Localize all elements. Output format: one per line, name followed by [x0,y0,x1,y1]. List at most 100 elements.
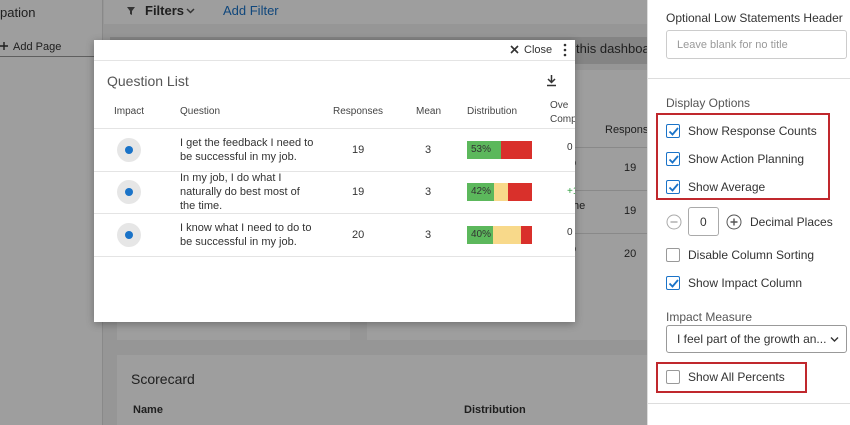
comparison: +1 [567,186,575,197]
decrement[interactable] [666,214,682,230]
toolbar [104,0,647,24]
check-mark [668,279,679,288]
decimal-input[interactable]: 0 [688,207,719,236]
divider [648,403,850,404]
check-mark [668,127,679,136]
question: I know what I need to do to be successfu… [180,222,312,248]
section-label: Display Options [666,96,751,110]
distribution-segment [507,183,532,201]
row-line [94,213,575,214]
checkbox-label[interactable]: Show Impact Column [688,276,803,290]
modal: Close Question List Impact Question Response… [94,40,575,322]
decimal-label: Decimal Places [750,215,833,229]
distribution-label: 40% [471,229,492,240]
comparison: 0 [567,142,573,153]
row-line [560,147,647,148]
mean: 3 [425,229,432,241]
responses: 19 [352,186,365,198]
add-filter[interactable]: Add Filter [223,3,279,18]
checkbox[interactable] [666,248,680,262]
distribution-label: 53% [471,144,492,155]
responses: 19 [352,144,365,156]
impact-icon [117,223,141,247]
settings-panel: Optional Low Statements Header Leave blan… [647,0,850,425]
filters[interactable]: Filters [145,3,185,18]
mean: 3 [425,144,432,156]
checkbox-label[interactable]: Show Action Planning [688,152,805,166]
checkbox-label[interactable]: Show All Percents [688,370,785,384]
header-input[interactable]: Leave blank for no title [666,30,847,59]
scorecard-column: Name [133,404,163,416]
distribution-segment: 53% [467,141,502,159]
comparison: 0 [567,227,573,238]
checkbox-label[interactable]: Show Response Counts [688,124,817,138]
distribution-segment [501,141,532,159]
modal-title: Question List [107,73,189,89]
column-header: Question [180,106,221,117]
checkbox-label[interactable]: Show Average [688,180,766,194]
highlight [656,113,830,200]
close-icon[interactable] [510,45,519,54]
selected-value: I feel part of the growth an... [677,332,827,346]
checkbox-label[interactable]: Disable Column Sorting [688,248,815,262]
sidebar-item: pation [0,5,36,20]
column-header: Ove [550,100,569,111]
checkbox[interactable] [666,180,680,194]
question: I get the feedback I need to be successf… [180,137,314,163]
field-label: Optional Low Statements Header [666,11,843,25]
column-header: Impact [114,106,145,117]
column-header: Mean [416,106,442,117]
sidebar [0,0,103,425]
plus-icon [0,42,8,50]
cell: 19 [624,162,637,174]
scorecard-card [117,355,647,425]
distribution-label: 42% [471,186,492,197]
responses: 20 [352,229,365,241]
modal-divider [94,60,575,61]
field-label: Impact Measure [666,310,753,324]
filter-icon [127,7,135,15]
add-page[interactable]: Add Page [13,41,62,53]
checkbox[interactable] [666,276,680,290]
row-line [560,190,647,191]
column-header: Responses [605,124,661,136]
highlight [656,362,807,393]
row-line [94,171,575,172]
distribution-segment: 42% [467,183,495,201]
add-page-box [0,37,97,57]
cell: 20 [624,248,637,260]
column-header: Responses [333,106,384,117]
checkbox[interactable] [666,124,680,138]
check-mark [668,183,679,192]
close-button[interactable]: Close [524,44,553,56]
impact-icon [117,138,141,162]
header-line [94,128,575,129]
select-arrow [830,337,839,342]
mean: 3 [425,186,432,198]
check-mark [668,155,679,164]
row-line [560,233,647,234]
question: In my job, I do what I naturally do best… [180,172,300,212]
scorecard-column: Distribution [464,404,526,416]
column-header: Comp [550,114,575,125]
divider [648,78,850,79]
banner-text: this dashboa [576,41,650,56]
scorecard-title: Scorecard [131,371,195,387]
placeholder: Leave blank for no title [677,39,788,51]
impact-icon [117,180,141,204]
increment[interactable] [726,214,742,230]
impact-select[interactable]: I feel part of the growth an... [666,325,847,353]
checkbox[interactable] [666,370,680,384]
distribution-segment [493,226,521,244]
download-icon[interactable] [546,75,557,87]
column-header: Distribution [467,106,518,117]
more-menu[interactable] [563,43,567,57]
cell: 19 [624,205,637,217]
checkbox[interactable] [666,152,680,166]
decimal-value: 0 [700,215,707,229]
distribution-segment [520,226,532,244]
distribution-segment: 40% [467,226,493,244]
distribution-segment [494,183,508,201]
chevron [186,8,195,14]
